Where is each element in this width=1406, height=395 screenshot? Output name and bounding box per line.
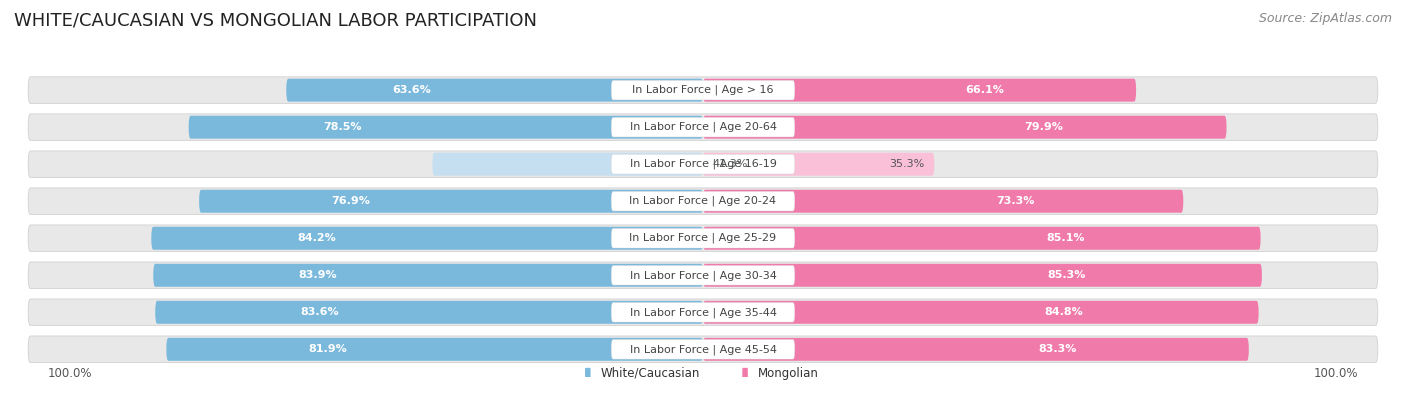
FancyBboxPatch shape [742, 368, 748, 379]
FancyBboxPatch shape [188, 116, 703, 139]
Text: 85.3%: 85.3% [1047, 270, 1085, 280]
FancyBboxPatch shape [703, 153, 935, 176]
FancyBboxPatch shape [612, 117, 794, 137]
FancyBboxPatch shape [153, 264, 703, 287]
FancyBboxPatch shape [28, 114, 1378, 141]
Text: 84.8%: 84.8% [1045, 307, 1084, 317]
Text: In Labor Force | Age 45-54: In Labor Force | Age 45-54 [630, 344, 776, 355]
Text: In Labor Force | Age 35-44: In Labor Force | Age 35-44 [630, 307, 776, 318]
FancyBboxPatch shape [703, 301, 1258, 324]
Text: 83.3%: 83.3% [1039, 344, 1077, 354]
FancyBboxPatch shape [612, 228, 794, 248]
FancyBboxPatch shape [152, 227, 703, 250]
Text: 41.3%: 41.3% [713, 159, 748, 169]
FancyBboxPatch shape [585, 368, 591, 379]
FancyBboxPatch shape [612, 265, 794, 285]
FancyBboxPatch shape [703, 227, 1261, 250]
Text: WHITE/CAUCASIAN VS MONGOLIAN LABOR PARTICIPATION: WHITE/CAUCASIAN VS MONGOLIAN LABOR PARTI… [14, 12, 537, 30]
FancyBboxPatch shape [28, 77, 1378, 103]
Text: In Labor Force | Age > 16: In Labor Force | Age > 16 [633, 85, 773, 96]
FancyBboxPatch shape [612, 154, 794, 174]
Text: White/Caucasian: White/Caucasian [600, 367, 700, 380]
Text: In Labor Force | Age 16-19: In Labor Force | Age 16-19 [630, 159, 776, 169]
FancyBboxPatch shape [287, 79, 703, 102]
Text: 63.6%: 63.6% [392, 85, 430, 95]
Text: In Labor Force | Age 20-64: In Labor Force | Age 20-64 [630, 122, 776, 132]
FancyBboxPatch shape [155, 301, 703, 324]
Text: 76.9%: 76.9% [330, 196, 370, 206]
FancyBboxPatch shape [612, 192, 794, 211]
FancyBboxPatch shape [612, 303, 794, 322]
Text: 85.1%: 85.1% [1046, 233, 1084, 243]
FancyBboxPatch shape [612, 340, 794, 359]
Text: Mongolian: Mongolian [758, 367, 818, 380]
Text: In Labor Force | Age 20-24: In Labor Force | Age 20-24 [630, 196, 776, 207]
FancyBboxPatch shape [703, 116, 1226, 139]
FancyBboxPatch shape [612, 81, 794, 100]
Text: 84.2%: 84.2% [298, 233, 336, 243]
Text: 100.0%: 100.0% [48, 367, 93, 380]
FancyBboxPatch shape [703, 264, 1263, 287]
Text: 100.0%: 100.0% [1313, 367, 1358, 380]
Text: 81.9%: 81.9% [308, 344, 347, 354]
Text: 66.1%: 66.1% [965, 85, 1004, 95]
Text: In Labor Force | Age 30-34: In Labor Force | Age 30-34 [630, 270, 776, 280]
FancyBboxPatch shape [703, 338, 1249, 361]
Text: Source: ZipAtlas.com: Source: ZipAtlas.com [1258, 12, 1392, 25]
Text: 83.9%: 83.9% [299, 270, 337, 280]
FancyBboxPatch shape [28, 262, 1378, 289]
FancyBboxPatch shape [433, 153, 703, 176]
FancyBboxPatch shape [166, 338, 703, 361]
FancyBboxPatch shape [703, 190, 1184, 213]
Text: 73.3%: 73.3% [995, 196, 1035, 206]
FancyBboxPatch shape [28, 336, 1378, 363]
FancyBboxPatch shape [703, 79, 1136, 102]
Text: 79.9%: 79.9% [1024, 122, 1063, 132]
FancyBboxPatch shape [28, 151, 1378, 177]
Text: 83.6%: 83.6% [301, 307, 339, 317]
Text: 78.5%: 78.5% [323, 122, 363, 132]
FancyBboxPatch shape [28, 299, 1378, 325]
Text: In Labor Force | Age 25-29: In Labor Force | Age 25-29 [630, 233, 776, 243]
Text: 35.3%: 35.3% [889, 159, 925, 169]
FancyBboxPatch shape [28, 225, 1378, 252]
FancyBboxPatch shape [28, 188, 1378, 214]
FancyBboxPatch shape [200, 190, 703, 213]
